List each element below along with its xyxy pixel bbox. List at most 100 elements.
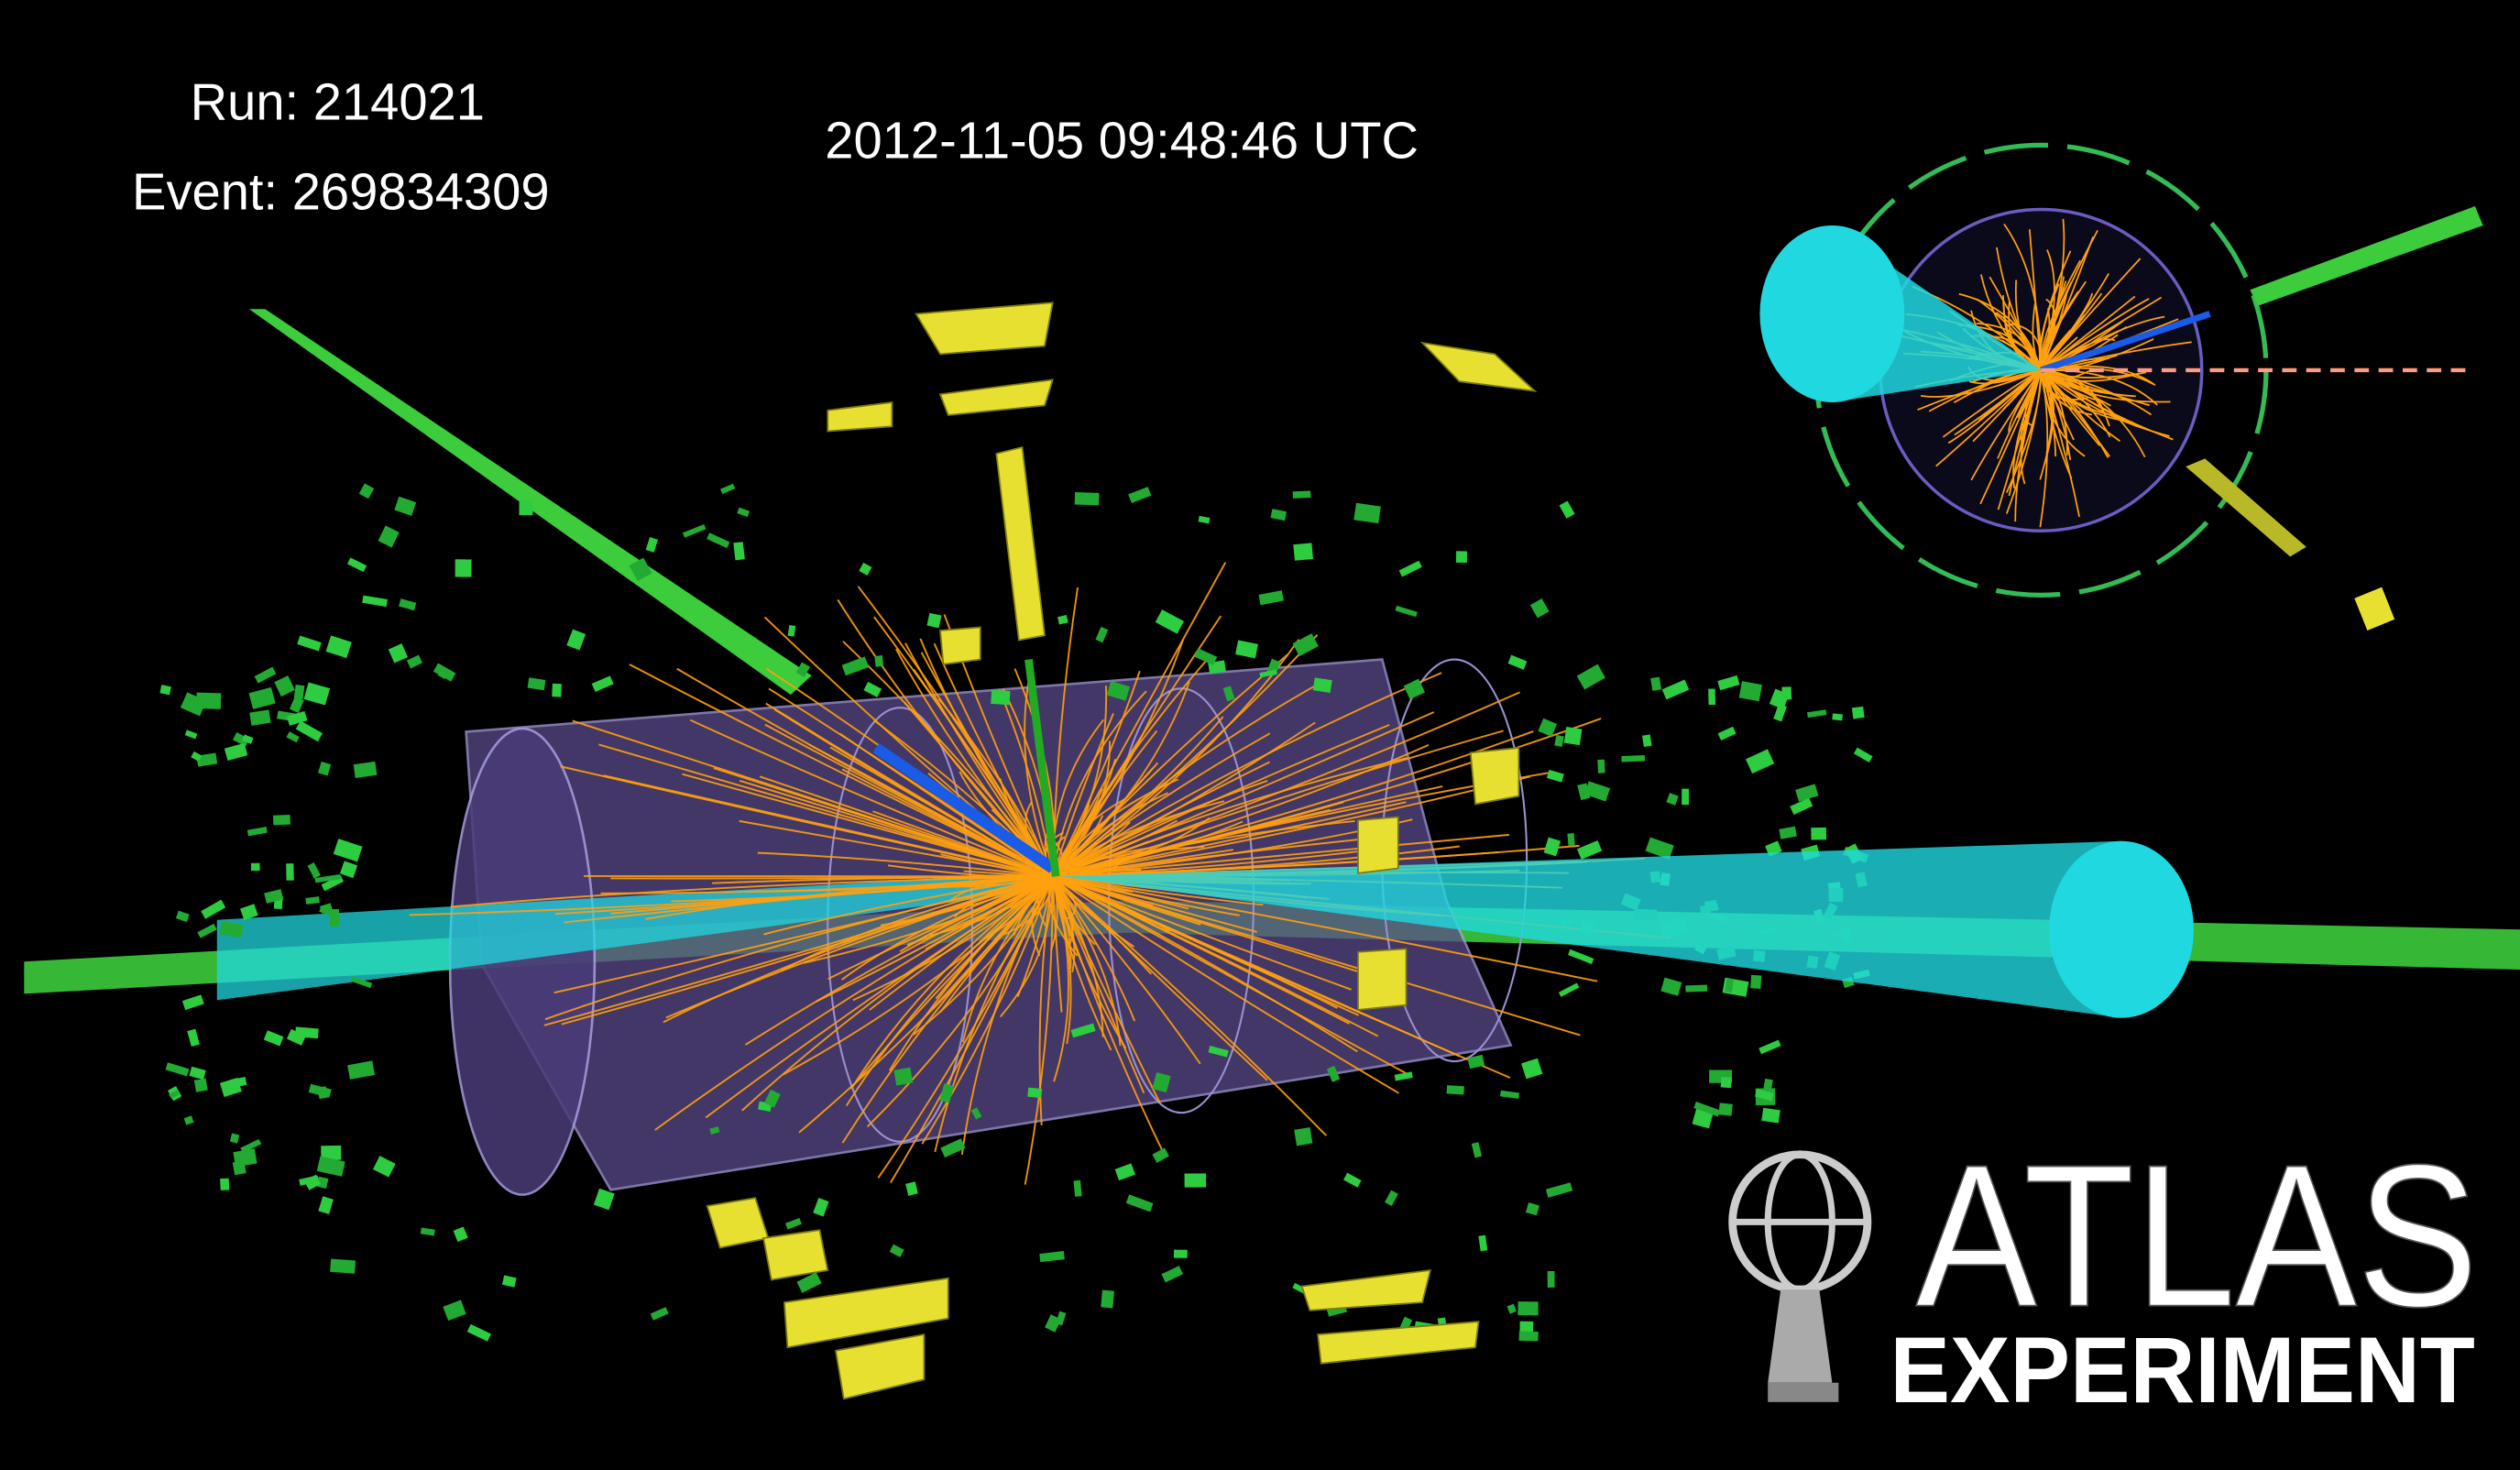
cell <box>1507 654 1528 670</box>
cell <box>1682 788 1690 806</box>
cell <box>286 710 308 726</box>
cell <box>1270 509 1287 521</box>
cell <box>1057 615 1068 625</box>
cell <box>1543 837 1561 857</box>
cell <box>1173 1249 1188 1258</box>
cell <box>1070 1023 1096 1038</box>
cell <box>339 861 358 879</box>
track <box>1052 875 1153 975</box>
cell <box>1517 1301 1539 1316</box>
cell <box>247 826 268 837</box>
cell <box>1554 734 1564 748</box>
cell <box>317 1086 328 1100</box>
track <box>2040 369 2088 400</box>
track <box>1016 876 1054 997</box>
cell <box>191 751 203 762</box>
track <box>561 875 1054 1026</box>
track <box>1051 875 1136 1022</box>
cell <box>682 523 707 538</box>
cell <box>519 500 533 516</box>
cell <box>443 1300 466 1322</box>
cell <box>286 731 300 743</box>
cell <box>229 1077 247 1089</box>
track <box>1052 757 1408 878</box>
track <box>1052 875 1352 991</box>
cell <box>566 629 586 651</box>
cell <box>455 559 472 577</box>
cell <box>272 814 290 826</box>
cell <box>1294 1126 1313 1146</box>
track <box>1052 875 1410 1077</box>
cell <box>196 752 218 767</box>
track <box>1051 875 1111 905</box>
track <box>1935 369 2042 467</box>
cell <box>1693 1102 1721 1117</box>
cell <box>466 1323 491 1342</box>
cell <box>314 873 341 883</box>
cell <box>388 643 409 664</box>
track <box>960 875 1054 1156</box>
track <box>1051 875 1122 1047</box>
track <box>1051 670 1141 877</box>
cell <box>362 595 388 608</box>
cell <box>1661 679 1690 700</box>
track <box>757 851 1053 878</box>
track <box>2001 369 2042 411</box>
cell <box>1500 1090 1519 1100</box>
cell <box>796 1272 822 1293</box>
cell <box>353 761 378 779</box>
cell <box>325 635 352 659</box>
cell <box>248 686 276 709</box>
cell <box>1685 984 1708 993</box>
cell <box>350 976 373 989</box>
cell <box>1773 703 1787 722</box>
track <box>2040 369 2111 438</box>
track <box>598 743 1054 878</box>
cell <box>926 612 942 629</box>
track <box>759 775 1054 878</box>
cell <box>193 1078 208 1092</box>
cell <box>1292 490 1311 499</box>
yellow-cell <box>2354 587 2395 631</box>
cell <box>501 1275 517 1288</box>
logo-title: ATLAS <box>1916 1123 2479 1349</box>
cell <box>1563 727 1583 746</box>
track <box>2040 258 2142 371</box>
track <box>839 732 1054 878</box>
cell <box>813 1197 829 1217</box>
cell <box>1446 1085 1464 1095</box>
track <box>2008 323 2043 370</box>
cell <box>229 1133 240 1144</box>
cell <box>224 742 248 762</box>
track <box>1052 834 1398 878</box>
track <box>409 875 1053 916</box>
cell <box>1385 1190 1398 1207</box>
cell <box>1152 1147 1169 1163</box>
track <box>663 875 1054 1024</box>
cell <box>1621 755 1646 762</box>
cell <box>905 1181 918 1196</box>
track <box>645 875 1053 920</box>
cell <box>197 923 217 938</box>
cell <box>1545 1182 1573 1198</box>
end-view <box>1759 142 2483 631</box>
track <box>1051 876 1112 1051</box>
cell <box>1641 734 1652 748</box>
cell <box>859 562 872 576</box>
cell <box>1558 982 1580 997</box>
track <box>852 875 1054 1002</box>
cell <box>940 1138 966 1157</box>
cell <box>189 1066 206 1081</box>
cell <box>420 1227 435 1236</box>
track <box>837 598 1054 877</box>
cell <box>874 655 884 667</box>
track <box>1052 845 1460 878</box>
track <box>1921 369 2042 398</box>
cell <box>295 720 323 742</box>
track <box>851 875 1054 1088</box>
cell <box>1790 797 1813 815</box>
track <box>873 616 1054 877</box>
cell <box>1395 605 1418 618</box>
cell <box>527 677 546 691</box>
